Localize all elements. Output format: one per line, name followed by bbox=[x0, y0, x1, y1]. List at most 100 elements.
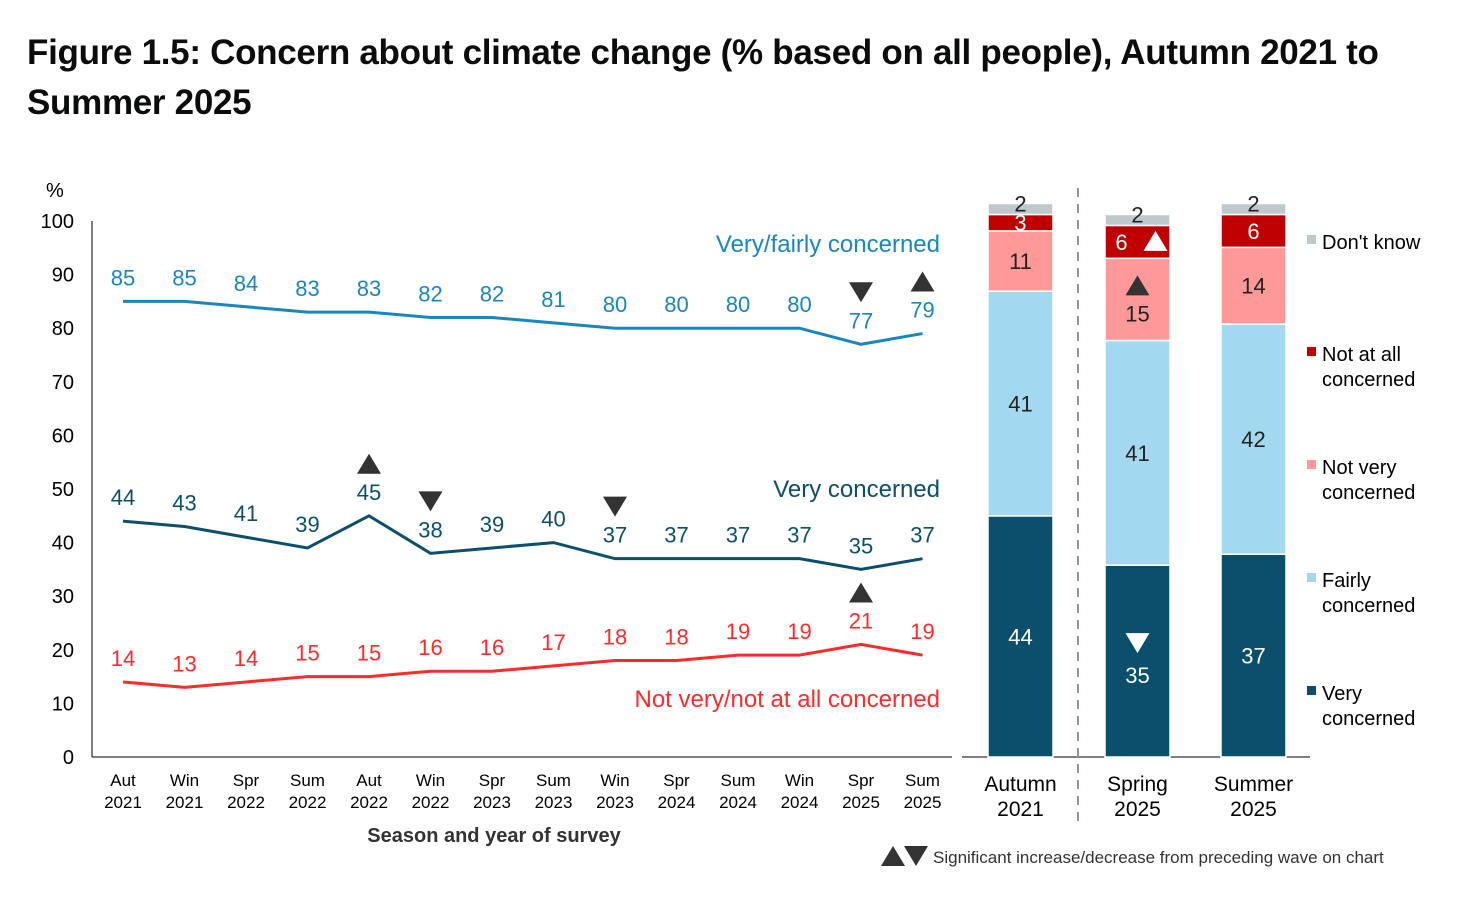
triangle-down-icon bbox=[1125, 633, 1150, 654]
x-tick-label: 2024 bbox=[781, 793, 819, 812]
data-label: 80 bbox=[603, 292, 627, 317]
bar-value-label: 2 bbox=[1131, 202, 1143, 227]
data-label: 84 bbox=[234, 271, 258, 296]
bar-category-label: 2025 bbox=[1230, 798, 1277, 821]
data-label: 37 bbox=[664, 523, 688, 548]
bar-value-label: 15 bbox=[1125, 301, 1149, 326]
y-tick-label: 80 bbox=[52, 318, 74, 340]
data-label: 37 bbox=[603, 523, 627, 548]
legend-swatch bbox=[1307, 686, 1316, 695]
y-tick-label: 70 bbox=[52, 372, 74, 394]
bar-segment bbox=[1220, 202, 1287, 216]
bar-value-label: 44 bbox=[1008, 624, 1032, 649]
legend-label: concerned bbox=[1322, 595, 1415, 617]
y-tick-label: 0 bbox=[63, 747, 74, 769]
data-label: 81 bbox=[541, 287, 565, 312]
bar-segment bbox=[1104, 564, 1171, 758]
x-tick-label: 2025 bbox=[904, 793, 942, 812]
data-label: 83 bbox=[357, 276, 381, 301]
data-label: 39 bbox=[480, 512, 504, 537]
y-tick-label: 100 bbox=[41, 211, 74, 233]
data-label: 83 bbox=[295, 276, 319, 301]
bar-segment bbox=[987, 515, 1054, 758]
legend-swatch bbox=[1307, 573, 1316, 582]
y-tick-label: 50 bbox=[52, 479, 74, 501]
bar-segment bbox=[1104, 224, 1171, 260]
data-label: 79 bbox=[910, 298, 934, 323]
bar-segment bbox=[987, 290, 1054, 517]
x-tick-label: Sum bbox=[905, 771, 940, 790]
x-tick-label: Win bbox=[416, 771, 445, 790]
bar-value-label: 2 bbox=[1247, 192, 1259, 217]
series-label: Very/fairly concerned bbox=[716, 231, 940, 258]
x-tick-label: Spr bbox=[663, 771, 690, 790]
bar-value-label: 41 bbox=[1008, 392, 1032, 417]
bar-category-label: Summer bbox=[1214, 773, 1293, 796]
bar-category-label: Autumn bbox=[984, 773, 1056, 796]
series-line bbox=[122, 514, 923, 571]
data-label: 82 bbox=[480, 281, 504, 306]
triangle-down-icon bbox=[418, 491, 443, 512]
legend-label: Fairly bbox=[1322, 570, 1371, 592]
bar-value-label: 35 bbox=[1125, 663, 1149, 688]
data-label: 16 bbox=[480, 635, 504, 660]
bar-value-label: 42 bbox=[1241, 427, 1265, 452]
data-label: 35 bbox=[849, 533, 873, 558]
x-tick-label: Spr bbox=[848, 771, 875, 790]
y-tick-label: 40 bbox=[52, 533, 74, 555]
data-label: 77 bbox=[849, 308, 873, 333]
legend-swatch bbox=[1307, 460, 1316, 469]
legend-label: Don't know bbox=[1322, 232, 1421, 254]
data-label: 17 bbox=[541, 630, 565, 655]
x-tick-label: Aut bbox=[356, 771, 382, 790]
series-line bbox=[122, 642, 923, 689]
data-label: 13 bbox=[172, 651, 196, 676]
triangle-up-icon bbox=[881, 846, 905, 866]
data-label: 18 bbox=[664, 625, 688, 650]
bar-segment bbox=[987, 202, 1054, 216]
x-tick-label: Sum bbox=[536, 771, 571, 790]
bar-value-label: 6 bbox=[1247, 219, 1259, 244]
x-axis-label: Season and year of survey bbox=[367, 825, 621, 847]
x-tick-label: 2023 bbox=[596, 793, 634, 812]
data-label: 40 bbox=[541, 507, 565, 532]
legend-swatch bbox=[1307, 347, 1316, 356]
series-label: Very concerned bbox=[773, 476, 940, 503]
triangle-up-icon bbox=[849, 582, 873, 603]
data-label: 80 bbox=[787, 292, 811, 317]
bar-value-label: 3 bbox=[1014, 211, 1026, 236]
series-line bbox=[123, 299, 923, 346]
bar-value-label: 14 bbox=[1241, 274, 1265, 299]
data-label: 80 bbox=[726, 292, 750, 317]
x-tick-label: Aut bbox=[110, 771, 136, 790]
bar-segment bbox=[1220, 553, 1287, 758]
bar-value-label: 2 bbox=[1014, 192, 1026, 217]
data-label: 19 bbox=[787, 619, 811, 644]
y-axis-label: % bbox=[46, 180, 64, 202]
triangle-down-icon bbox=[603, 496, 627, 517]
data-label: 43 bbox=[172, 491, 196, 516]
bar-category-label: 2021 bbox=[997, 798, 1044, 821]
x-tick-label: 2024 bbox=[719, 793, 757, 812]
triangle-up-icon bbox=[357, 453, 381, 474]
data-label: 19 bbox=[910, 619, 934, 644]
data-label: 15 bbox=[357, 641, 381, 666]
triangle-down-icon bbox=[849, 282, 873, 303]
x-tick-label: 2025 bbox=[842, 793, 880, 812]
data-label: 16 bbox=[418, 635, 442, 660]
x-tick-label: 2022 bbox=[289, 793, 327, 812]
footnote: Significant increase/decrease from prece… bbox=[933, 848, 1384, 867]
bar-value-label: 37 bbox=[1241, 644, 1265, 669]
data-label: 85 bbox=[172, 265, 196, 290]
x-tick-label: 2021 bbox=[166, 793, 204, 812]
triangle-up-icon bbox=[1143, 230, 1168, 251]
x-tick-label: 2023 bbox=[535, 793, 573, 812]
y-tick-label: 90 bbox=[52, 265, 74, 287]
legend-swatch bbox=[1307, 235, 1316, 244]
series-label: Not very/not at all concerned bbox=[635, 686, 941, 713]
data-label: 18 bbox=[603, 625, 627, 650]
data-label: 37 bbox=[726, 523, 750, 548]
x-tick-label: Spr bbox=[479, 771, 506, 790]
y-tick-label: 30 bbox=[52, 586, 74, 608]
